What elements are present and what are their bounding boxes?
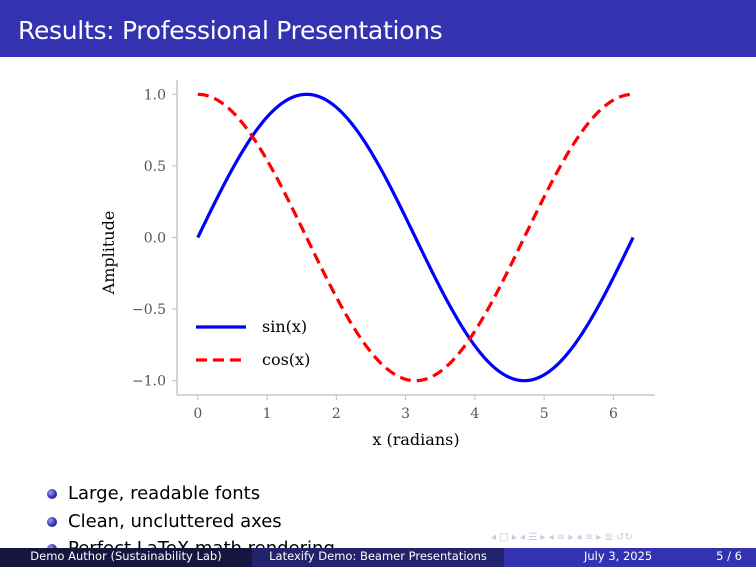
bullet-text: Large, readable fonts: [68, 483, 261, 504]
x-tick-label: 3: [401, 406, 410, 422]
bullet-text: Clean, uncluttered axes: [68, 510, 282, 532]
y-axis-label: Amplitude: [99, 211, 118, 296]
y-tick-label: −1.0: [132, 374, 166, 390]
legend-label: cos(x): [262, 350, 310, 369]
bullet-ball-icon: [47, 516, 57, 527]
y-tick-label: −0.5: [132, 302, 166, 318]
y-tick-label: 0.0: [144, 231, 166, 247]
footer-title: Latexify Demo: Beamer Presentations: [252, 548, 504, 567]
legend-label: sin(x): [262, 317, 307, 336]
x-axis-label: x (radians): [372, 430, 459, 449]
chart-legend: sin(x) cos(x): [196, 317, 310, 369]
bullet-item: Clean, uncluttered axes: [46, 508, 335, 536]
footer-author: Demo Author (Sustainability Lab): [0, 548, 252, 567]
chart-axes: 0 1 2 3 4 5 6 1.0 0.5 0.0 −0.5 −1.0 x (radians) Ampli…: [99, 80, 655, 449]
footer-date: July 3, 2025: [584, 549, 653, 563]
cos-series-line: [197, 92, 634, 383]
x-tick-label: 1: [263, 406, 272, 422]
x-tick-label: 6: [609, 406, 618, 422]
sine-cosine-chart: 0 1 2 3 4 5 6 1.0 0.5 0.0 −0.5 −1.0 x (radians) Ampli…: [99, 80, 655, 449]
x-tick-label: 2: [332, 406, 341, 422]
bullet-item: Large, readable fonts: [46, 480, 335, 508]
beamer-navigation-icons[interactable]: ◂ □ ▸ ◂ ☰ ▸ ◂ ≡ ▸ ◂ ≡ ▸ ≣ ↺↻: [491, 532, 633, 543]
footline: Demo Author (Sustainability Lab) Latexif…: [0, 548, 756, 567]
x-tick-label: 5: [540, 406, 549, 422]
chart-series: [196, 92, 635, 383]
frame-title: Results: Professional Presentations: [18, 16, 443, 45]
frame-title-bar: Results: Professional Presentations: [0, 0, 756, 57]
y-tick-label: 0.5: [144, 159, 166, 175]
x-tick-label: 0: [193, 406, 202, 422]
x-tick-label: 4: [470, 406, 479, 422]
bullet-ball-icon: [47, 489, 57, 499]
sin-series-line: [196, 92, 635, 383]
footer-page-number: 5 / 6: [716, 549, 742, 563]
footer-date-page: July 3, 2025 5 / 6: [504, 548, 756, 567]
y-tick-label: 1.0: [144, 87, 166, 103]
